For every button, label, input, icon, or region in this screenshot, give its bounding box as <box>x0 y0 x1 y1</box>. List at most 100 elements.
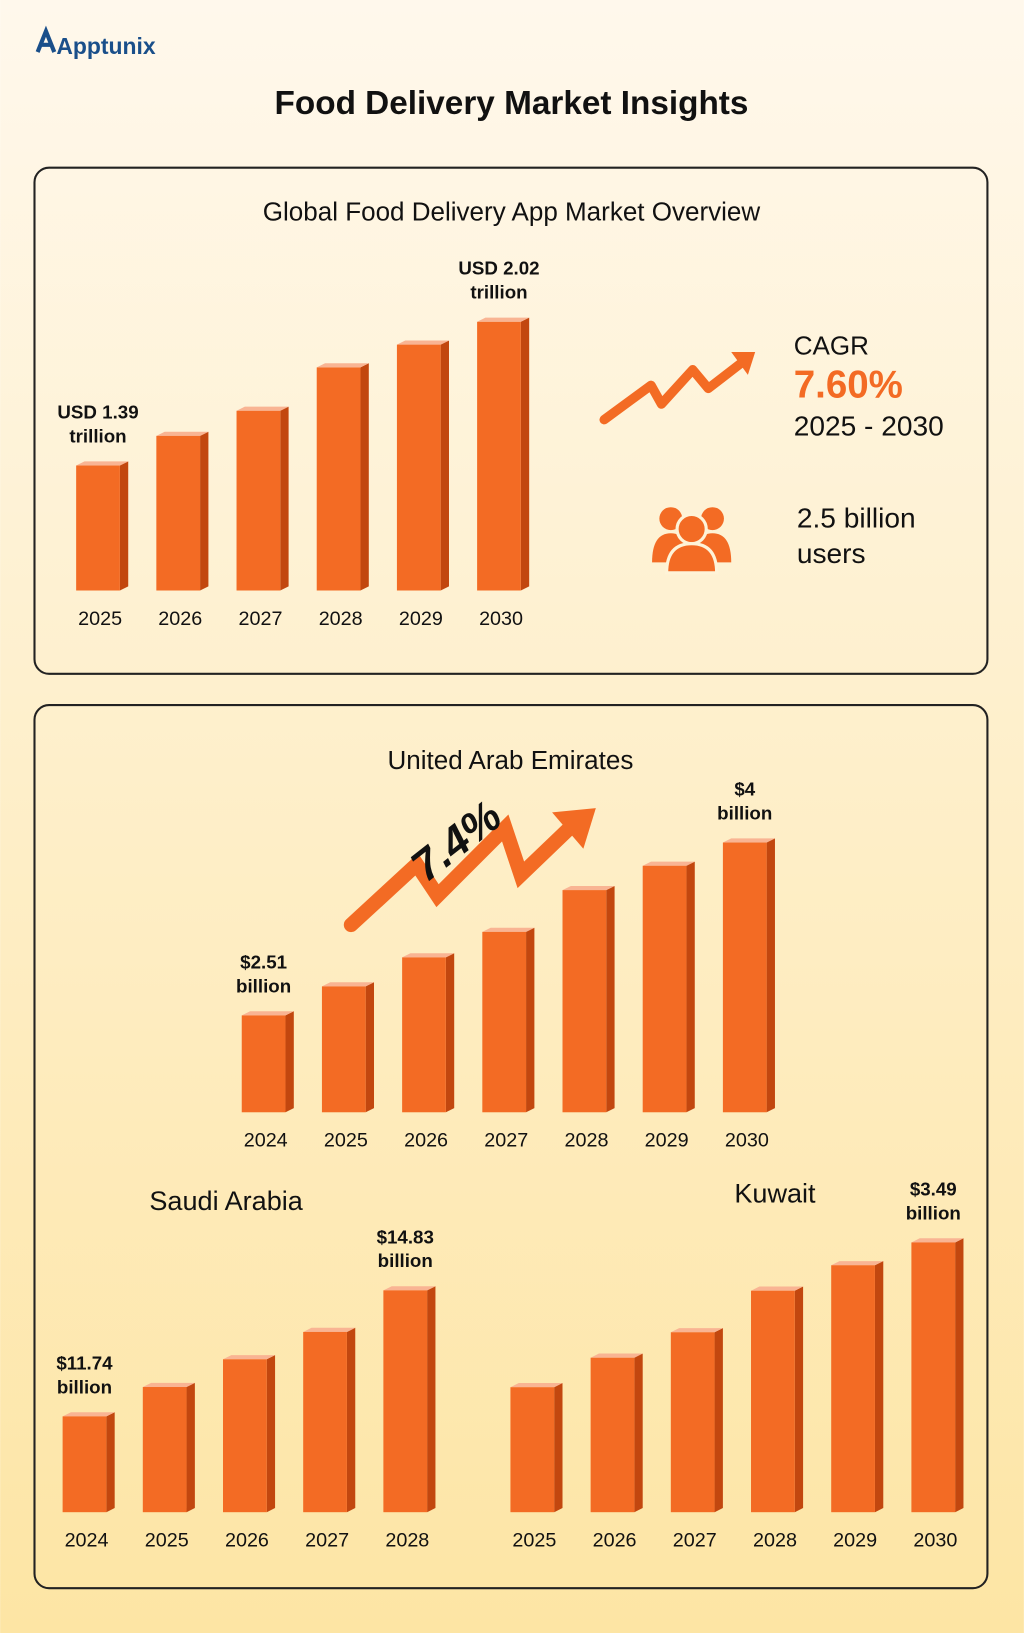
growth-arrow <box>343 814 581 933</box>
growth-arrow-head <box>552 808 596 849</box>
bar <box>222 1359 267 1513</box>
bar-top <box>76 461 129 466</box>
bar <box>402 957 446 1113</box>
bar-top <box>142 1382 195 1388</box>
x-tick-label: 2027 <box>673 1530 717 1552</box>
bar <box>396 344 441 591</box>
bar-top <box>477 317 530 322</box>
bar-side <box>714 1328 723 1513</box>
bar <box>482 931 527 1113</box>
x-tick-label: 2026 <box>404 1130 448 1152</box>
chart-title: Saudi Arabia <box>149 1185 303 1216</box>
brand: Apptunix <box>56 33 156 59</box>
bar-side <box>106 1412 115 1513</box>
value-label: $3.49 billion <box>906 1178 961 1223</box>
bar <box>383 1290 428 1513</box>
bar-top <box>590 1353 643 1358</box>
cagr-label: CAGR <box>794 331 869 361</box>
bar-top <box>510 1383 563 1388</box>
x-tick-label: 2028 <box>319 608 363 630</box>
x-tick-label: 2025 <box>512 1530 556 1552</box>
bar-top <box>396 340 449 345</box>
bar-top <box>62 1412 115 1417</box>
panel <box>33 704 989 1590</box>
bar <box>76 465 120 591</box>
x-tick-label: 2029 <box>833 1530 877 1552</box>
bar <box>751 1290 795 1513</box>
bar-top <box>383 1286 436 1291</box>
bar-side <box>119 461 129 591</box>
x-tick-label: 2028 <box>564 1130 608 1152</box>
bar-side <box>606 885 615 1113</box>
bar-side <box>766 838 775 1113</box>
bar-top <box>316 363 369 368</box>
bar-side <box>427 1286 436 1513</box>
cagr-value: 7.60% <box>794 364 903 407</box>
bar-side <box>554 1383 563 1513</box>
users-icon <box>652 507 732 575</box>
x-tick-label: 2026 <box>158 608 202 630</box>
x-tick-label: 2029 <box>399 608 443 630</box>
bar-top <box>722 838 775 843</box>
bar-top <box>482 927 535 932</box>
logo-mark <box>35 25 57 53</box>
bar <box>911 1242 956 1513</box>
x-tick-label: 2025 <box>78 608 122 630</box>
cagr-period: 2025 - 2030 <box>794 410 944 441</box>
page-title: Food Delivery Market Insights <box>275 85 749 122</box>
x-tick-label: 2026 <box>593 1530 637 1552</box>
value-label: USD 2.02 trillion <box>458 258 539 303</box>
bar <box>831 1265 875 1513</box>
bar <box>722 842 767 1113</box>
bar-side <box>266 1355 276 1513</box>
x-tick-label: 2025 <box>324 1130 368 1152</box>
x-tick-label: 2029 <box>645 1130 689 1152</box>
bar <box>477 321 521 591</box>
bar <box>303 1331 347 1513</box>
x-tick-label: 2030 <box>913 1530 957 1552</box>
bar <box>156 435 201 591</box>
bar-top <box>156 431 209 436</box>
bar-side <box>874 1261 884 1513</box>
x-tick-label: 2030 <box>725 1130 769 1152</box>
bar-side <box>440 340 449 591</box>
bar-side <box>526 927 535 1113</box>
x-tick-label: 2028 <box>385 1530 429 1552</box>
bar-side <box>186 1382 195 1513</box>
bar-side <box>280 406 289 591</box>
x-tick-label: 2026 <box>225 1530 269 1552</box>
bar-side <box>445 953 455 1113</box>
bar <box>321 986 366 1113</box>
bar <box>670 1332 715 1513</box>
bar-side <box>365 982 375 1113</box>
bar <box>642 865 687 1113</box>
bar-side <box>794 1286 804 1513</box>
users-stat: 2.5 billion users <box>797 503 916 569</box>
x-tick-label: 2027 <box>305 1530 349 1552</box>
bar-top <box>831 1261 884 1266</box>
trend-arrow <box>599 355 750 425</box>
x-tick-label: 2024 <box>244 1130 288 1152</box>
bar-side <box>686 861 695 1113</box>
bar-top <box>670 1328 723 1333</box>
bar <box>241 1015 286 1113</box>
bar-top <box>642 861 695 866</box>
chart-title: Kuwait <box>734 1178 816 1209</box>
x-tick-label: 2027 <box>238 608 282 630</box>
x-tick-label: 2028 <box>753 1530 797 1552</box>
bar-side <box>520 317 530 591</box>
bar-side <box>285 1011 294 1113</box>
panel <box>33 166 989 675</box>
bar-top <box>562 885 615 891</box>
value-label: $14.83 billion <box>377 1226 434 1271</box>
value-label: $4 billion <box>717 778 772 823</box>
bar <box>510 1387 555 1513</box>
bar <box>62 1416 107 1513</box>
value-label: $11.74 billion <box>56 1352 113 1397</box>
x-tick-label: 2027 <box>484 1130 528 1152</box>
bar <box>590 1357 635 1513</box>
x-tick-label: 2030 <box>479 608 523 630</box>
chart-title: United Arab Emirates <box>388 745 634 775</box>
